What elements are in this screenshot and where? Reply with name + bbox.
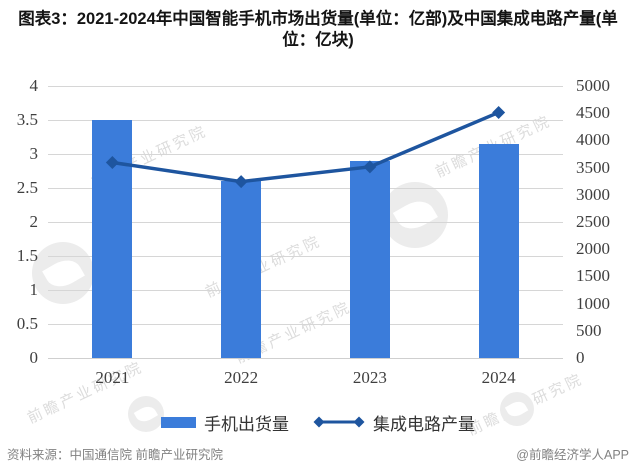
source-text: 资料来源：中国通信院 前瞻产业研究院: [7, 448, 223, 462]
watermark-text: 前瞻产业研究院: [202, 232, 325, 302]
legend-label-line: 集成电路产量: [373, 414, 475, 434]
right-axis-tick-label: 3500: [576, 157, 610, 177]
gridline: [48, 188, 563, 189]
legend: 手机出货量 集成电路产量: [0, 407, 636, 437]
left-axis-tick-label: 1.5: [16, 246, 38, 265]
diamond-marker: [492, 105, 506, 119]
right-axis-tick-label: 1000: [576, 293, 610, 313]
brand-handle: @前瞻经济学人APP: [516, 448, 629, 462]
legend-label-bar: 手机出货量: [204, 414, 289, 434]
bar-2023: [349, 161, 390, 358]
gridline: [48, 256, 563, 257]
right-axis-tick-label: 1500: [576, 266, 610, 286]
left-axis-tick-label: 2.5: [16, 178, 38, 197]
right-axis-tick-label: 3000: [576, 184, 610, 204]
bar-2022: [221, 181, 262, 358]
left-axis-tick-label: 0.5: [16, 314, 38, 333]
right-axis-tick-label: 4000: [576, 130, 610, 150]
right-axis-tick-label: 0: [576, 348, 585, 367]
line-swatch: [313, 416, 365, 428]
x-axis-label-2023: 2023: [352, 368, 387, 387]
chart-title: 图表3：2021-2024年中国智能手机市场出货量(单位：亿部)及中国集成电路产…: [18, 10, 618, 49]
watermark-logo: [128, 396, 164, 432]
left-axis-tick-label: 3: [29, 144, 39, 163]
right-axis-tick-label: 5000: [576, 76, 610, 95]
right-axis-tick-label: 2000: [576, 239, 610, 259]
footer: 资料来源：中国通信院 前瞻产业研究院 @前瞻经济学人APP: [7, 444, 629, 463]
legend-item-line: 集成电路产量: [313, 410, 475, 435]
watermark-logo: [500, 392, 534, 426]
left-axis-tick-label: 4: [29, 76, 39, 95]
right-axis-tick-label: 500: [576, 320, 602, 340]
x-axis-label-2021: 2021: [95, 368, 130, 387]
right-axis-tick-label: 4500: [576, 103, 610, 123]
gridline: [48, 358, 563, 359]
x-axis-label-2024: 2024: [481, 368, 516, 387]
watermark-logo: [32, 242, 94, 304]
legend-diamond-glyph: [353, 416, 365, 428]
gridline: [48, 290, 563, 291]
watermark-logo: [382, 182, 448, 248]
left-axis-tick-label: 0: [29, 348, 39, 367]
left-axis-tick-label: 1: [29, 280, 39, 299]
bar-2021: [92, 120, 133, 358]
legend-diamond-glyph: [313, 416, 325, 428]
x-axis-label-2022: 2022: [224, 368, 259, 387]
left-axis-tick-label: 3.5: [16, 110, 38, 129]
gridline: [48, 324, 563, 325]
legend-item-bar: 手机出货量: [161, 410, 289, 435]
right-axis-tick-label: 2500: [576, 212, 610, 231]
gridline: [48, 86, 563, 87]
gridline: [48, 222, 563, 223]
bar-2024: [478, 144, 519, 358]
left-axis-tick-label: 2: [29, 212, 39, 231]
bar-swatch: [161, 416, 196, 428]
